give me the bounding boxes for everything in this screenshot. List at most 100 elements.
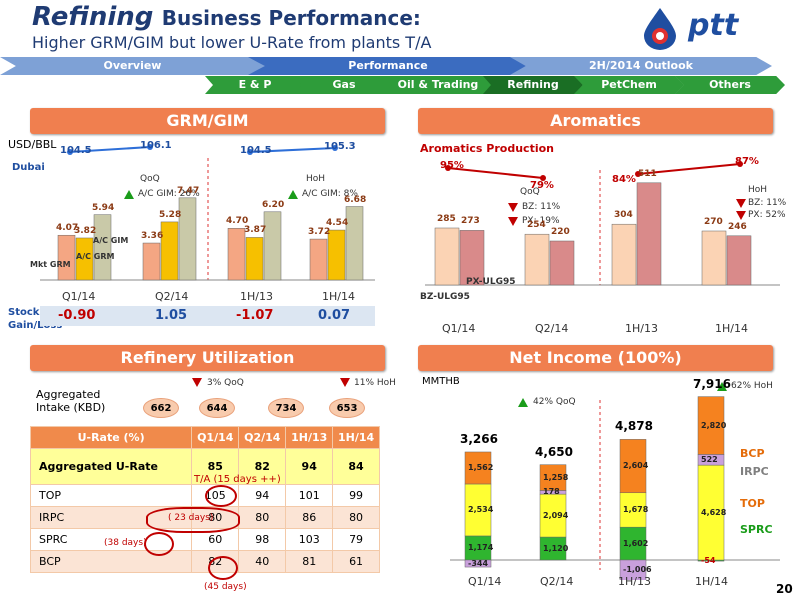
arom-pct-1: 95% — [440, 160, 464, 171]
legend-ac-grm: A/C GRM — [76, 252, 115, 261]
stock-value-2: 1.05 — [155, 308, 188, 323]
grm-chart — [40, 144, 375, 281]
net-top-label: 1,678 — [623, 504, 649, 514]
net-bcp-bar — [619, 439, 647, 494]
arom-bz-label: 304 — [614, 210, 633, 221]
net-qoq: 42% QoQ — [533, 397, 576, 407]
net-cat-2: Q2/14 — [540, 575, 574, 588]
nav-others[interactable]: Others — [675, 76, 785, 94]
arom-px-bar — [636, 182, 662, 286]
net-total-label: 7,916 — [693, 376, 731, 391]
arom-bz-label: 254 — [527, 220, 546, 231]
arom-title: Aromatics Production — [420, 142, 554, 155]
grm-bar — [309, 238, 328, 281]
grm-cat-2: Q2/14 — [155, 290, 189, 303]
arom-pct-3: 84% — [612, 174, 636, 185]
col-header: Q1/14 — [191, 426, 240, 449]
grm-unit: USD/BBL — [8, 138, 57, 151]
up-arrow-icon — [518, 398, 528, 407]
nav-oil-trading[interactable]: Oil & Trading — [383, 76, 493, 94]
grm-bar-label: 3.87 — [244, 225, 267, 236]
net-bcp-bar — [464, 451, 492, 485]
net-irpc-label: 522 — [701, 454, 718, 464]
up-arrow-icon — [288, 190, 298, 199]
net-sprc-bar — [464, 535, 492, 561]
legend-bz-ulg95: BZ-ULG95 — [420, 292, 470, 302]
highlight-oval — [208, 556, 238, 580]
nav-gas[interactable]: Gas — [294, 76, 394, 94]
page-subtitle: Higher GRM/GIM but lower U-Rate from pla… — [32, 33, 432, 52]
arom-hoh-label: HoH — [748, 185, 768, 195]
highlight-oval — [205, 485, 237, 507]
net-cat-3: 1H/13 — [618, 575, 651, 588]
nav-refining[interactable]: Refining — [483, 76, 583, 94]
down-arrow-icon — [736, 211, 746, 220]
intake-label: Aggregated Intake (KBD) — [36, 388, 106, 414]
grm-bar — [142, 242, 161, 281]
legend-sprc: SPRC — [740, 523, 773, 536]
nav-overview[interactable]: Overview — [0, 57, 265, 75]
arom-qoq-px: PX: 19% — [522, 216, 560, 226]
arom-cat-4: 1H/14 — [715, 322, 748, 335]
dubai-value-3: 104.5 — [240, 145, 272, 156]
dubai-value-4: 105.3 — [324, 141, 356, 152]
arom-hoh-px: PX: 52% — [748, 210, 786, 220]
header-net-income: Net Income (100%) — [418, 345, 773, 371]
highlight-oval — [144, 532, 174, 556]
arom-pct-2: 79% — [530, 180, 554, 191]
nav-petchem[interactable]: PetChem — [574, 76, 684, 94]
util-hoh: 11% HoH — [354, 378, 396, 388]
grm-bar-label: 4.70 — [226, 216, 249, 227]
arom-hoh-bz: BZ: 11% — [748, 198, 787, 208]
legend-top: TOP — [740, 497, 765, 510]
arom-px-label: 273 — [461, 216, 480, 227]
grm-qoq-note: A/C GIM: 26% — [138, 189, 200, 199]
page-number: 20 — [776, 582, 793, 596]
days-23: ( 23 days) — [168, 513, 214, 523]
col-header: 1H/13 — [285, 426, 334, 449]
grm-bar-label: 5.28 — [159, 209, 182, 220]
arom-cat-3: 1H/13 — [625, 322, 658, 335]
header-aromatics: Aromatics — [418, 108, 773, 134]
legend-ac-gim: A/C GIM — [93, 236, 129, 245]
net-bcp-label: 1,258 — [543, 472, 569, 482]
nav-ep[interactable]: E & P — [205, 76, 305, 94]
intake-2: 644 — [199, 398, 235, 418]
net-irpc-bar — [464, 559, 492, 568]
down-arrow-icon — [340, 378, 350, 387]
arom-pct-4: 87% — [735, 156, 759, 167]
arom-qoq-label: QoQ — [520, 187, 540, 197]
ptt-logo-icon — [640, 6, 680, 50]
nav-performance[interactable]: Performance — [248, 57, 528, 75]
legend-mkt-grm: Mkt GRM — [30, 260, 71, 269]
grm-bar — [178, 197, 197, 281]
net-bcp-label: 2,604 — [623, 461, 649, 471]
grm-bar-label: 6.20 — [262, 199, 285, 210]
header-grm-gim: GRM/GIM — [30, 108, 385, 134]
grm-bar-label: 3.36 — [141, 231, 164, 242]
grm-qoq-label: QoQ — [140, 174, 160, 184]
util-qoq: 3% QoQ — [207, 378, 244, 388]
net-top-label: 2,094 — [543, 510, 569, 520]
grm-bar-label: 3.72 — [308, 227, 331, 238]
stock-label: Stock Gain/Loss — [8, 307, 63, 331]
down-arrow-icon — [508, 217, 518, 226]
intake-1: 662 — [143, 398, 179, 418]
grm-bar — [160, 221, 179, 281]
grm-bar — [327, 229, 346, 281]
grm-cat-3: 1H/13 — [240, 290, 273, 303]
arom-px-label: 220 — [551, 227, 570, 237]
stock-row — [40, 306, 375, 326]
arom-bz-bar — [611, 223, 637, 286]
down-arrow-icon — [508, 203, 518, 212]
stock-value-3: -1.07 — [236, 308, 274, 323]
nav-outlook[interactable]: 2H/2014 Outlook — [510, 57, 772, 75]
arom-px-label: 511 — [638, 168, 657, 179]
grm-bar-label: 3.82 — [74, 225, 97, 236]
arom-px-bar — [549, 240, 575, 286]
up-arrow-icon — [124, 190, 134, 199]
net-sprc-label: 1,602 — [623, 538, 649, 548]
table-row: BCP 82 40 81 61 — [29, 550, 380, 573]
net-top-label: 4,628 — [701, 507, 727, 517]
grm-bar — [245, 237, 264, 281]
